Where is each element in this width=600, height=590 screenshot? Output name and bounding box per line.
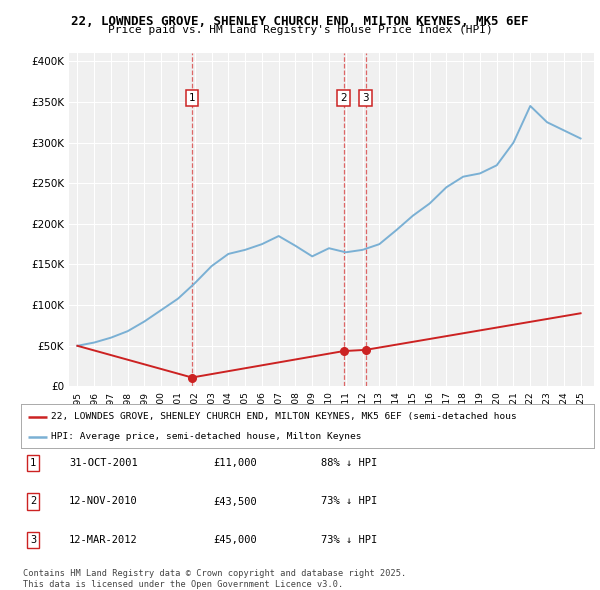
Text: Contains HM Land Registry data © Crown copyright and database right 2025.: Contains HM Land Registry data © Crown c…: [23, 569, 406, 578]
Text: £45,000: £45,000: [213, 535, 257, 545]
Text: £43,500: £43,500: [213, 497, 257, 506]
Text: 22, LOWNDES GROVE, SHENLEY CHURCH END, MILTON KEYNES, MK5 6EF (semi-detached hou: 22, LOWNDES GROVE, SHENLEY CHURCH END, M…: [51, 412, 517, 421]
Text: 73% ↓ HPI: 73% ↓ HPI: [321, 497, 377, 506]
Text: 2: 2: [30, 497, 36, 506]
Text: 88% ↓ HPI: 88% ↓ HPI: [321, 458, 377, 468]
Text: £11,000: £11,000: [213, 458, 257, 468]
Text: 12-NOV-2010: 12-NOV-2010: [69, 497, 138, 506]
Text: 1: 1: [188, 93, 195, 103]
Text: 73% ↓ HPI: 73% ↓ HPI: [321, 535, 377, 545]
Text: HPI: Average price, semi-detached house, Milton Keynes: HPI: Average price, semi-detached house,…: [51, 432, 361, 441]
Text: 1: 1: [30, 458, 36, 468]
Text: Price paid vs. HM Land Registry's House Price Index (HPI): Price paid vs. HM Land Registry's House …: [107, 25, 493, 35]
Text: 22, LOWNDES GROVE, SHENLEY CHURCH END, MILTON KEYNES, MK5 6EF: 22, LOWNDES GROVE, SHENLEY CHURCH END, M…: [71, 15, 529, 28]
Text: This data is licensed under the Open Government Licence v3.0.: This data is licensed under the Open Gov…: [23, 579, 343, 589]
Text: 12-MAR-2012: 12-MAR-2012: [69, 535, 138, 545]
Text: 3: 3: [30, 535, 36, 545]
Text: 2: 2: [340, 93, 347, 103]
Text: 3: 3: [362, 93, 369, 103]
Text: 31-OCT-2001: 31-OCT-2001: [69, 458, 138, 468]
